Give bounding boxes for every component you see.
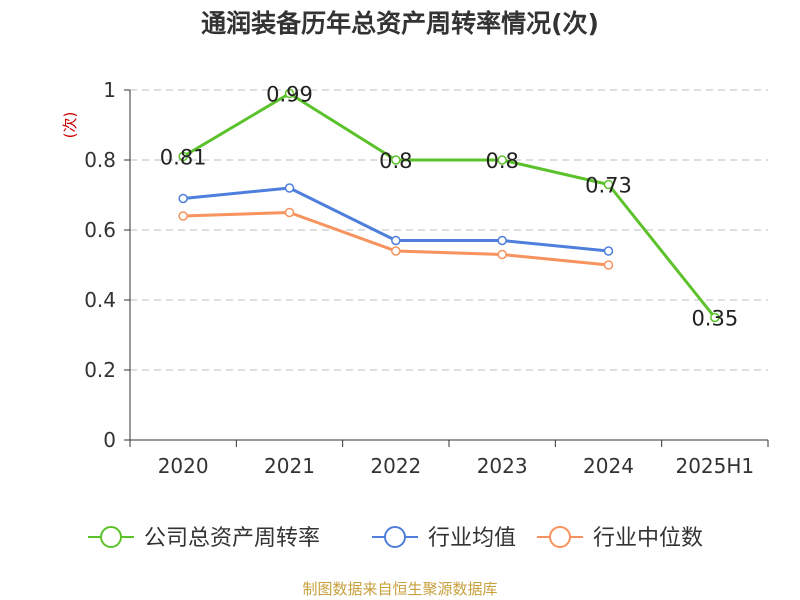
data-label: 0.35 — [691, 307, 738, 331]
legend-label: 公司总资产周转率 — [144, 526, 320, 551]
data-point — [391, 246, 401, 256]
chart-title: 通润装备历年总资产周转率情况(次) — [201, 9, 599, 38]
data-point — [603, 179, 614, 190]
data-point — [497, 155, 507, 165]
x-tick-label: 2025H1 — [675, 454, 754, 478]
data-point — [178, 211, 188, 221]
legend-label: 行业均值 — [428, 526, 516, 551]
legend-swatch-marker — [384, 526, 406, 548]
y-tick-label: 1 — [103, 78, 116, 102]
data-point — [603, 260, 614, 270]
x-tick-label: 2022 — [370, 454, 421, 478]
y-tick-label: 0.6 — [84, 218, 116, 242]
data-point — [391, 155, 401, 165]
y-axis-label: (次) — [61, 112, 79, 139]
data-label: 0.81 — [160, 146, 207, 170]
data-point — [710, 312, 720, 323]
data-label: 0.8 — [379, 149, 412, 173]
x-tick-label: 2023 — [477, 454, 528, 478]
legend-swatch-marker — [549, 526, 571, 548]
y-tick-label: 0.8 — [84, 148, 116, 172]
data-point — [391, 235, 401, 246]
x-tick-label: 2020 — [158, 454, 209, 478]
x-tick-label: 2024 — [583, 454, 634, 478]
data-point — [178, 193, 188, 204]
y-tick-label: 0 — [103, 428, 116, 452]
y-tick-label: 0.2 — [84, 358, 116, 382]
data-label: 0.8 — [485, 149, 518, 173]
data-point — [603, 246, 614, 256]
series-line-0 — [182, 92, 717, 319]
data-label: 0.73 — [585, 174, 632, 198]
data-point — [178, 151, 188, 162]
data-point — [284, 183, 295, 193]
data-point — [284, 88, 295, 99]
data-point — [497, 249, 507, 260]
y-tick-label: 0.4 — [84, 288, 116, 312]
source-note: 制图数据来自恒生聚源数据库 — [302, 580, 498, 598]
legend-label: 行业中位数 — [593, 526, 703, 551]
x-tick-label: 2021 — [264, 454, 315, 478]
data-label: 0.99 — [266, 83, 313, 107]
data-point — [284, 207, 295, 218]
data-point — [497, 235, 507, 246]
legend-swatch-marker — [100, 526, 122, 548]
